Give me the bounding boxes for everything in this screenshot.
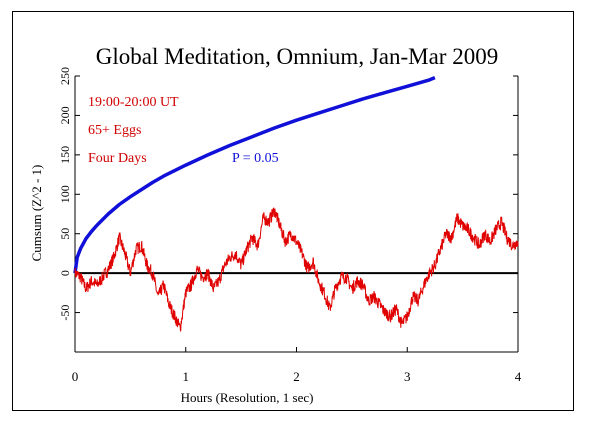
x-tick-label: 3 — [404, 369, 411, 384]
x-tick-label: 2 — [293, 369, 300, 384]
x-ticks: 0 1 2 3 4 — [72, 347, 522, 384]
y-tick-label: -50 — [58, 305, 72, 321]
plot-area: -50 0 50 100 150 200 250 0 1 2 3 4 — [58, 67, 522, 384]
x-axis-label: Hours (Resolution, 1 sec) — [181, 390, 314, 405]
chart-title: Global Meditation, Omnium, Jan-Mar 2009 — [96, 44, 498, 69]
cumsum-series-line — [74, 207, 519, 332]
probability-envelope-line — [73, 75, 436, 274]
y-tick-label: 200 — [58, 106, 72, 124]
probability-label: P = 0.05 — [232, 151, 279, 166]
x-tick-label: 1 — [183, 369, 190, 384]
y-tick-label: 0 — [58, 270, 72, 276]
annotation-days: Four Days — [88, 151, 147, 166]
y-axis-label: Cumsum (Z^2 - 1) — [29, 165, 44, 262]
y-tick-label: 150 — [58, 146, 72, 164]
annotation-eggs: 65+ Eggs — [88, 123, 141, 138]
y-tick-label: 250 — [58, 67, 72, 85]
annotation-time: 19:00-20:00 UT — [88, 95, 179, 110]
x-tick-label: 4 — [515, 369, 522, 384]
chart-frame — [12, 11, 574, 411]
y-tick-label: 50 — [58, 228, 72, 240]
x-tick-label: 0 — [72, 369, 79, 384]
y-ticks: -50 0 50 100 150 200 250 — [58, 67, 518, 321]
y-tick-label: 100 — [58, 185, 72, 203]
